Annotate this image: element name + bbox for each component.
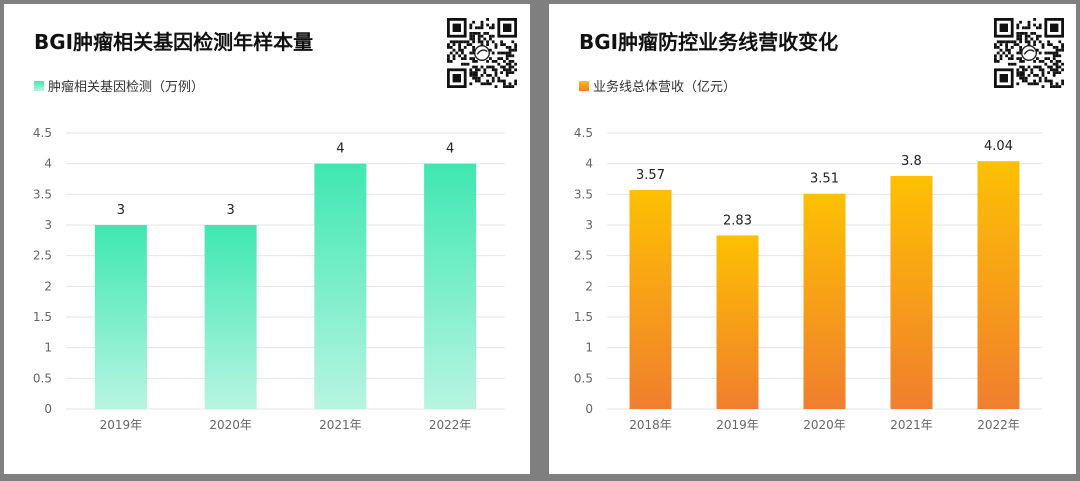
- x-tick-label: 2020年: [803, 418, 846, 432]
- data-label: 2.83: [723, 213, 752, 228]
- legend-swatch: [579, 80, 589, 91]
- bar: [716, 235, 759, 409]
- x-tick-label: 2019年: [716, 418, 759, 432]
- x-tick-label: 2020年: [209, 418, 252, 432]
- legend-label: 业务线总体营收（亿元）: [593, 80, 737, 95]
- bar: [424, 163, 477, 409]
- chart-title: BGI肿瘤相关基因检测年样本量: [34, 30, 314, 54]
- x-tick-label: 2021年: [890, 418, 933, 432]
- chart-panel-left: BGI肿瘤相关基因检测年样本量 肿瘤相关基因检测（万例） 0 0.5 1 1.5 2 2.…: [4, 4, 530, 474]
- legend: 肿瘤相关基因检测（万例）: [34, 76, 204, 95]
- y-tick-label: 0: [44, 402, 52, 416]
- data-label: 3: [117, 203, 125, 218]
- bar-chart: 0 0.5 1 1.5 2 2.5 3 3.5 4 4.5 3.57 2018年 2.83 2019年 3.…: [574, 126, 1042, 432]
- qr-code-icon: [994, 18, 1064, 88]
- x-tick-label: 2019年: [100, 418, 143, 432]
- y-tick-label: 2.5: [33, 249, 52, 263]
- data-label: 3: [226, 203, 234, 218]
- bar-chart: 0 0.5 1 1.5 2 2.5 3 3.5 4 4.5 3 2019年 3 2020年 4 2021年 4 2…: [33, 126, 505, 432]
- bar: [803, 193, 846, 409]
- y-tick-label: 0.5: [33, 371, 52, 385]
- y-tick-label: 3: [44, 218, 52, 232]
- y-tick-label: 4: [44, 157, 52, 171]
- data-label: 4.04: [984, 139, 1013, 154]
- data-label: 3.57: [636, 168, 665, 183]
- data-label: 3.51: [810, 172, 839, 187]
- y-tick-label: 4.5: [33, 126, 52, 140]
- bar: [314, 163, 367, 409]
- y-tick-label: 1: [585, 341, 593, 355]
- legend-swatch: [34, 80, 44, 91]
- x-tick-label: 2018年: [629, 418, 672, 432]
- y-tick-label: 4: [585, 157, 593, 171]
- bar: [94, 225, 147, 409]
- bar: [204, 225, 257, 409]
- legend-label: 肿瘤相关基因检测（万例）: [48, 80, 205, 95]
- chart-title: BGI肿瘤防控业务线营收变化: [579, 30, 839, 54]
- y-tick-label: 2: [585, 279, 593, 293]
- x-tick-label: 2022年: [429, 418, 472, 432]
- y-tick-label: 4.5: [574, 126, 593, 140]
- y-tick-label: 2.5: [574, 249, 593, 263]
- bar: [890, 175, 933, 409]
- legend: 业务线总体营收（亿元）: [579, 76, 736, 95]
- x-tick-label: 2022年: [977, 418, 1020, 432]
- data-label: 3.8: [901, 154, 922, 169]
- data-label: 4: [446, 142, 454, 157]
- y-tick-label: 2: [44, 279, 52, 293]
- qr-code-icon: [447, 18, 517, 88]
- x-tick-label: 2021年: [319, 418, 362, 432]
- y-tick-label: 1.5: [574, 310, 593, 324]
- bar: [977, 161, 1020, 409]
- y-tick-label: 3.5: [574, 187, 593, 201]
- y-tick-label: 0.5: [574, 371, 593, 385]
- chart-panel-right: BGI肿瘤防控业务线营收变化 业务线总体营收（亿元） 0 0.5 1 1.5 2 2.5 3…: [549, 4, 1076, 474]
- bar: [629, 190, 672, 409]
- data-label: 4: [336, 142, 344, 157]
- y-tick-label: 0: [585, 402, 593, 416]
- y-tick-label: 3: [585, 218, 593, 232]
- y-tick-label: 1.5: [33, 310, 52, 324]
- y-tick-label: 1: [44, 341, 52, 355]
- y-tick-label: 3.5: [33, 187, 52, 201]
